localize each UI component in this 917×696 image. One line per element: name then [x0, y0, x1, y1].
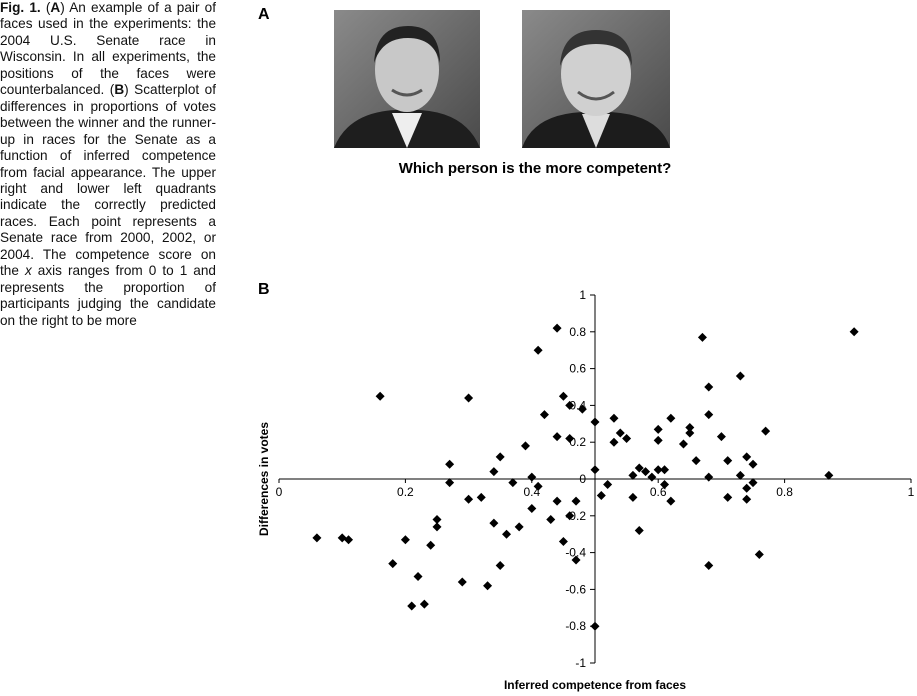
y-tick-label: -0.8	[565, 619, 586, 633]
data-point	[635, 526, 644, 535]
x-axis-title: Inferred competence from faces	[504, 678, 686, 692]
data-point	[742, 452, 751, 461]
data-point	[717, 432, 726, 441]
data-point	[407, 601, 416, 610]
data-point	[464, 394, 473, 403]
data-point	[591, 465, 600, 474]
data-point	[553, 497, 562, 506]
data-point	[698, 333, 707, 342]
x-tick-label: 0	[276, 485, 283, 499]
data-point	[704, 383, 713, 392]
data-point	[496, 561, 505, 570]
data-point	[527, 473, 536, 482]
data-point	[736, 371, 745, 380]
data-point	[534, 346, 543, 355]
data-point	[445, 460, 454, 469]
data-point	[704, 561, 713, 570]
data-point	[527, 504, 536, 513]
data-point	[445, 478, 454, 487]
data-point	[401, 535, 410, 544]
data-point	[388, 559, 397, 568]
data-point	[692, 456, 701, 465]
data-point	[489, 519, 498, 528]
data-point	[496, 452, 505, 461]
data-point	[553, 324, 562, 333]
data-point	[742, 484, 751, 493]
data-point	[723, 493, 732, 502]
data-point	[515, 522, 524, 531]
data-point	[477, 493, 486, 502]
data-point	[622, 434, 631, 443]
data-point	[609, 438, 618, 447]
data-point	[654, 436, 663, 445]
y-tick-label: -0.6	[565, 582, 586, 596]
data-point	[704, 410, 713, 419]
data-point	[559, 392, 568, 401]
data-point	[723, 456, 732, 465]
page: Fig. 1. (A) An example of a pair of face…	[0, 0, 917, 696]
data-point	[426, 541, 435, 550]
data-point	[458, 578, 467, 587]
data-point	[591, 417, 600, 426]
data-point	[628, 471, 637, 480]
data-point	[420, 600, 429, 609]
data-point	[540, 410, 549, 419]
data-point	[433, 522, 442, 531]
data-point	[749, 478, 758, 487]
data-point	[521, 441, 530, 450]
data-point	[736, 471, 745, 480]
data-point	[628, 493, 637, 502]
data-point	[824, 471, 833, 480]
data-point	[546, 515, 555, 524]
scatter-chart: -1-0.8-0.6-0.4-0.200.20.40.60.8100.20.40…	[0, 0, 917, 696]
data-point	[508, 478, 517, 487]
data-point	[572, 497, 581, 506]
data-point	[679, 440, 688, 449]
data-point	[312, 533, 321, 542]
x-tick-label: 0.8	[776, 485, 793, 499]
data-point	[591, 622, 600, 631]
data-point	[755, 550, 764, 559]
y-tick-label: 0.6	[569, 362, 586, 376]
data-point	[483, 581, 492, 590]
x-tick-label: 0.2	[397, 485, 414, 499]
y-tick-label: 0	[579, 472, 586, 486]
data-point	[647, 473, 656, 482]
data-point	[666, 497, 675, 506]
data-point	[850, 327, 859, 336]
y-tick-label: -1	[575, 656, 586, 670]
data-point	[749, 460, 758, 469]
data-point	[685, 423, 694, 432]
y-axis-title: Differences in votes	[257, 422, 271, 536]
data-point	[414, 572, 423, 581]
data-point	[742, 495, 751, 504]
data-point	[376, 392, 385, 401]
data-point	[464, 495, 473, 504]
data-point	[704, 473, 713, 482]
data-point	[553, 432, 562, 441]
y-tick-label: 0.8	[569, 325, 586, 339]
data-point	[761, 427, 770, 436]
data-point	[597, 491, 606, 500]
data-point	[609, 414, 618, 423]
data-point	[654, 425, 663, 434]
data-point	[502, 530, 511, 539]
x-tick-label: 1	[908, 485, 915, 499]
data-point	[489, 467, 498, 476]
y-tick-label: 1	[579, 288, 586, 302]
data-point	[666, 414, 675, 423]
data-point	[603, 480, 612, 489]
data-point	[660, 465, 669, 474]
data-point	[616, 429, 625, 438]
